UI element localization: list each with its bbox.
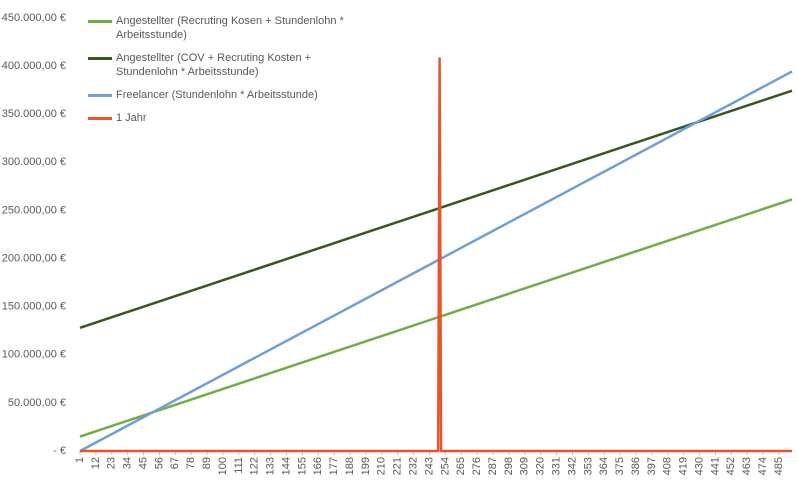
x-tick-label: 155 <box>296 457 308 475</box>
x-tick-label: 78 <box>185 457 197 469</box>
legend-swatch <box>88 57 112 60</box>
y-tick-label: - € <box>53 445 66 457</box>
x-tick-label: 254 <box>439 457 451 475</box>
x-tick-label: 56 <box>153 457 165 469</box>
x-tick-label: 188 <box>344 457 356 475</box>
x-tick-label: 375 <box>614 457 626 475</box>
x-tick-label: 265 <box>455 457 467 475</box>
series-line <box>80 57 792 453</box>
x-tick-label: 45 <box>137 457 149 469</box>
x-tick-label: 474 <box>757 457 769 475</box>
x-tick-label: 309 <box>519 457 531 475</box>
x-tick-label: 111 <box>233 457 245 474</box>
x-tick-label: 89 <box>201 457 213 469</box>
x-tick-label: 100 <box>217 457 229 475</box>
x-tick-label: 166 <box>312 457 324 475</box>
x-tick-label: 67 <box>169 457 181 469</box>
legend-swatch <box>88 94 112 97</box>
x-tick-label: 452 <box>725 457 737 475</box>
y-tick-label: 300.000,00 € <box>2 156 66 168</box>
x-tick-label: 386 <box>630 457 642 475</box>
x-tick-label: 243 <box>423 457 435 475</box>
x-tick-label: 353 <box>582 457 594 475</box>
x-tick-label: 320 <box>535 457 547 475</box>
series-line <box>79 198 793 438</box>
x-tick-label: 364 <box>598 457 610 475</box>
x-tick-label: 287 <box>487 457 499 475</box>
y-tick-label: 250.000,00 € <box>2 204 66 216</box>
x-tick-label: 485 <box>773 457 785 475</box>
legend-item: Angestellter (Recruting Kosen + Stundenl… <box>88 14 348 42</box>
legend-label: Angestellter (COV + Recruting Kosten + S… <box>116 52 312 78</box>
legend-swatch <box>88 117 112 120</box>
legend-item: Freelancer (Stundenlohn * Arbeitsstunde) <box>88 88 348 102</box>
y-tick-label: 450.000,00 € <box>2 12 66 24</box>
legend-item: Angestellter (COV + Recruting Kosten + S… <box>88 51 348 79</box>
x-tick-label: 144 <box>280 457 292 475</box>
x-tick-label: 221 <box>392 457 404 475</box>
y-tick-label: 200.000,00 € <box>2 252 66 264</box>
x-tick-label: 430 <box>693 457 705 475</box>
legend-label: Freelancer (Stundenlohn * Arbeitsstunde) <box>116 89 318 101</box>
y-tick-label: 50.000,00 € <box>8 397 66 409</box>
x-tick-label: 298 <box>503 457 515 475</box>
x-tick-label: 331 <box>550 457 562 475</box>
x-tick-label: 1 <box>74 457 86 463</box>
y-tick-label: 400.000,00 € <box>2 60 66 72</box>
y-tick-label: 350.000,00 € <box>2 108 66 120</box>
x-tick-label: 122 <box>249 457 261 475</box>
legend-label: Angestellter (Recruting Kosen + Stundenl… <box>116 15 344 41</box>
y-tick-label: 100.000,00 € <box>2 349 66 361</box>
y-tick-label: 150.000,00 € <box>2 301 66 313</box>
x-tick-label: 210 <box>376 457 388 475</box>
x-tick-label: 276 <box>471 457 483 475</box>
x-tick-label: 232 <box>408 457 420 475</box>
x-tick-label: 199 <box>360 457 372 475</box>
x-tick-label: 133 <box>265 457 277 475</box>
x-tick-label: 419 <box>678 457 690 475</box>
legend: Angestellter (Recruting Kosen + Stundenl… <box>88 14 348 134</box>
legend-swatch <box>88 20 112 23</box>
x-tick-label: 342 <box>566 457 578 475</box>
x-tick-label: 34 <box>122 457 134 469</box>
x-tick-label: 441 <box>709 457 721 475</box>
x-tick-label: 177 <box>328 457 340 475</box>
x-tick-label: 408 <box>662 457 674 475</box>
legend-item: 1 Jahr <box>88 111 348 125</box>
x-tick-label: 23 <box>106 457 118 469</box>
x-tick-label: 463 <box>741 457 753 475</box>
x-tick-label: 12 <box>90 457 102 469</box>
x-tick-label: 397 <box>646 457 658 475</box>
legend-label: 1 Jahr <box>116 112 147 124</box>
